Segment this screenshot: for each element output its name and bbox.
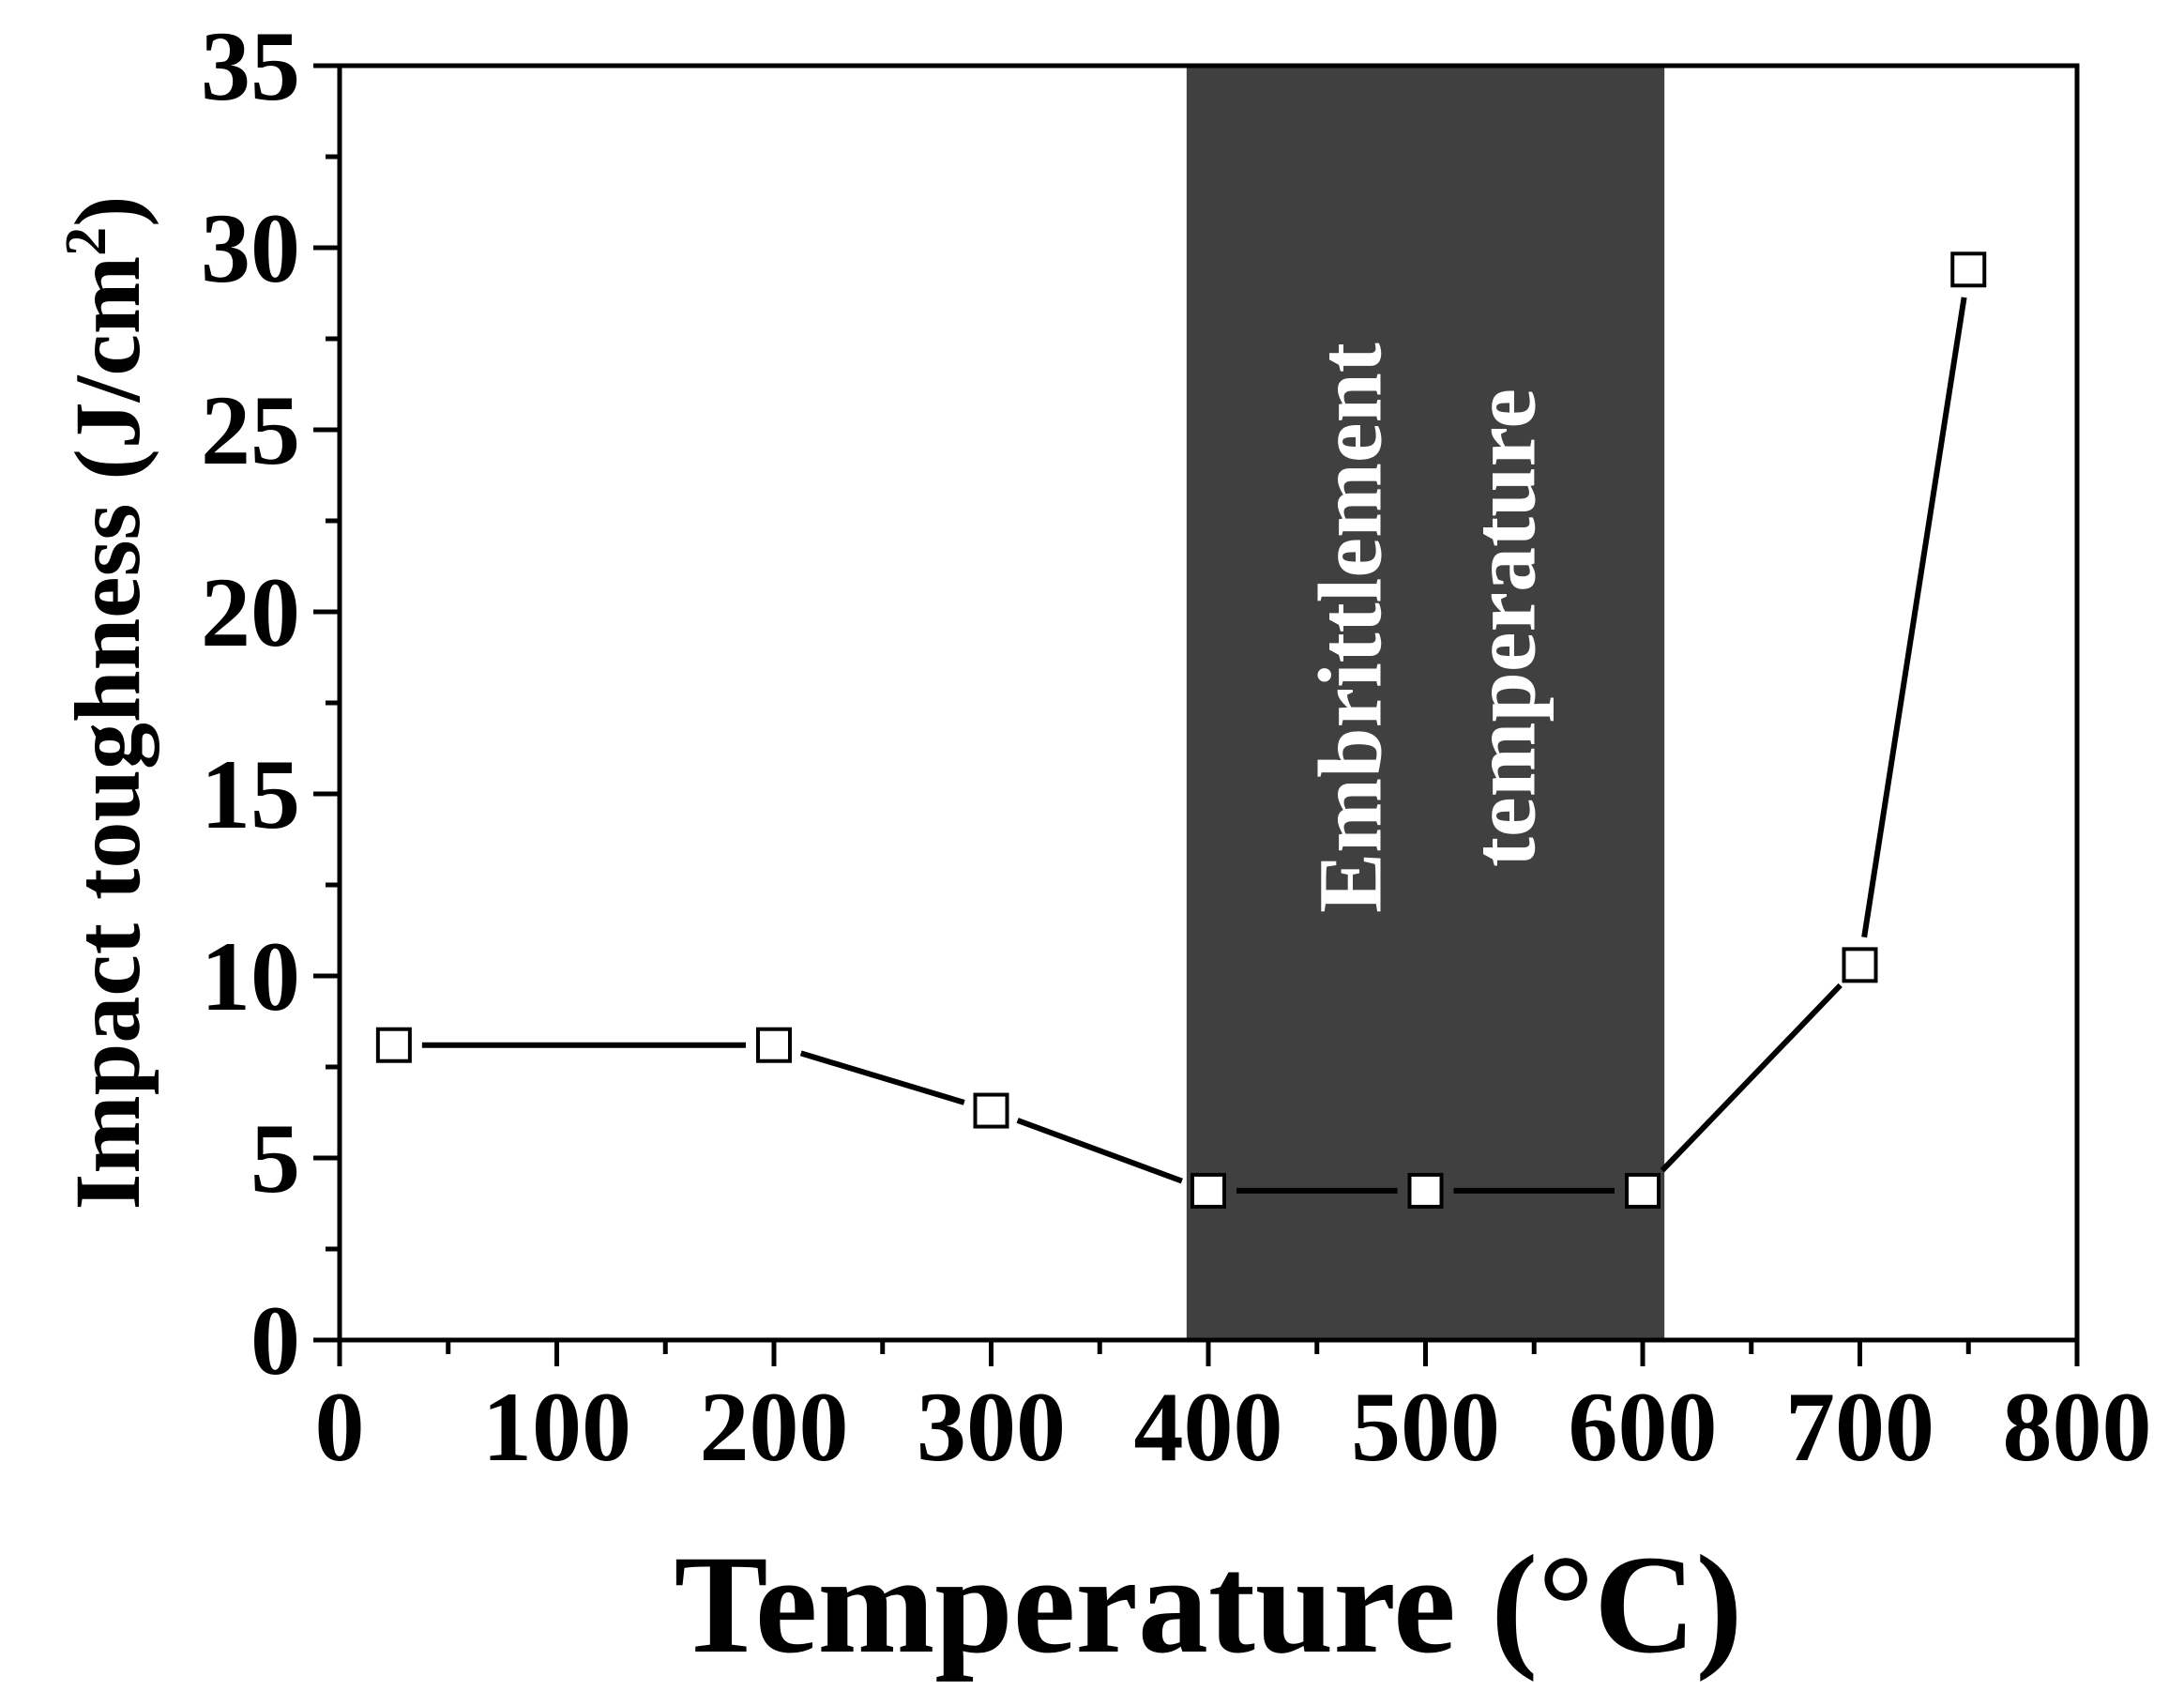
series-line-segment: [1016, 1118, 1183, 1184]
embrittlement-band-layer: Embrittlement temperature: [1186, 66, 1665, 1340]
y-tick-label: 10: [201, 922, 300, 1031]
series-line-segment: [799, 1050, 965, 1105]
data-point-marker: [1407, 1172, 1444, 1209]
data-point-marker: [375, 1027, 412, 1063]
embrittlement-band: [1186, 66, 1665, 1340]
y-axis-title-superscript: 2: [54, 227, 118, 256]
data-point-marker: [1625, 1172, 1661, 1209]
x-tick-label: 300: [917, 1372, 1066, 1482]
y-axis-title-main: Impact toughness (J/cm: [55, 256, 159, 1211]
x-tick-label: 200: [700, 1372, 849, 1482]
y-tick-label: 0: [250, 1286, 300, 1395]
y-tick-label: 15: [201, 739, 300, 849]
data-point-marker: [1842, 947, 1878, 983]
x-tick-label: 500: [1351, 1372, 1500, 1482]
y-tick-label: 20: [201, 557, 300, 667]
data-series: [375, 251, 1987, 1209]
x-axis-title: Temperature (°C): [675, 1527, 1743, 1683]
data-point-marker: [756, 1027, 792, 1063]
y-tick-label: 5: [250, 1104, 300, 1213]
x-tick-label: 800: [2003, 1372, 2152, 1482]
y-axis-title-suffix: ): [55, 196, 159, 227]
y-axis-title: Impact toughness (J/cm2): [54, 196, 159, 1211]
y-tick-label: 35: [201, 11, 300, 121]
x-tick-label: 600: [1569, 1372, 1718, 1482]
series-line-segment: [1861, 297, 1967, 938]
data-point-marker: [1950, 251, 1987, 288]
data-point-marker: [1191, 1172, 1226, 1209]
axis-ticks: 0 100 200 300 400 500 600 700 800 0 5 10 15 20 25 30 35: [201, 11, 2152, 1482]
band-label-line: Embrittlement: [1300, 343, 1401, 913]
series-line-segment: [1660, 982, 1843, 1173]
data-point-marker: [973, 1092, 1009, 1129]
x-tick-label: 700: [1785, 1372, 1934, 1482]
x-tick-label: 100: [482, 1372, 631, 1482]
x-tick-label: 0: [315, 1372, 365, 1482]
band-label-line: temperature: [1454, 388, 1555, 867]
y-tick-label: 30: [201, 193, 300, 303]
y-tick-label: 25: [201, 375, 300, 485]
x-tick-label: 400: [1134, 1372, 1283, 1482]
